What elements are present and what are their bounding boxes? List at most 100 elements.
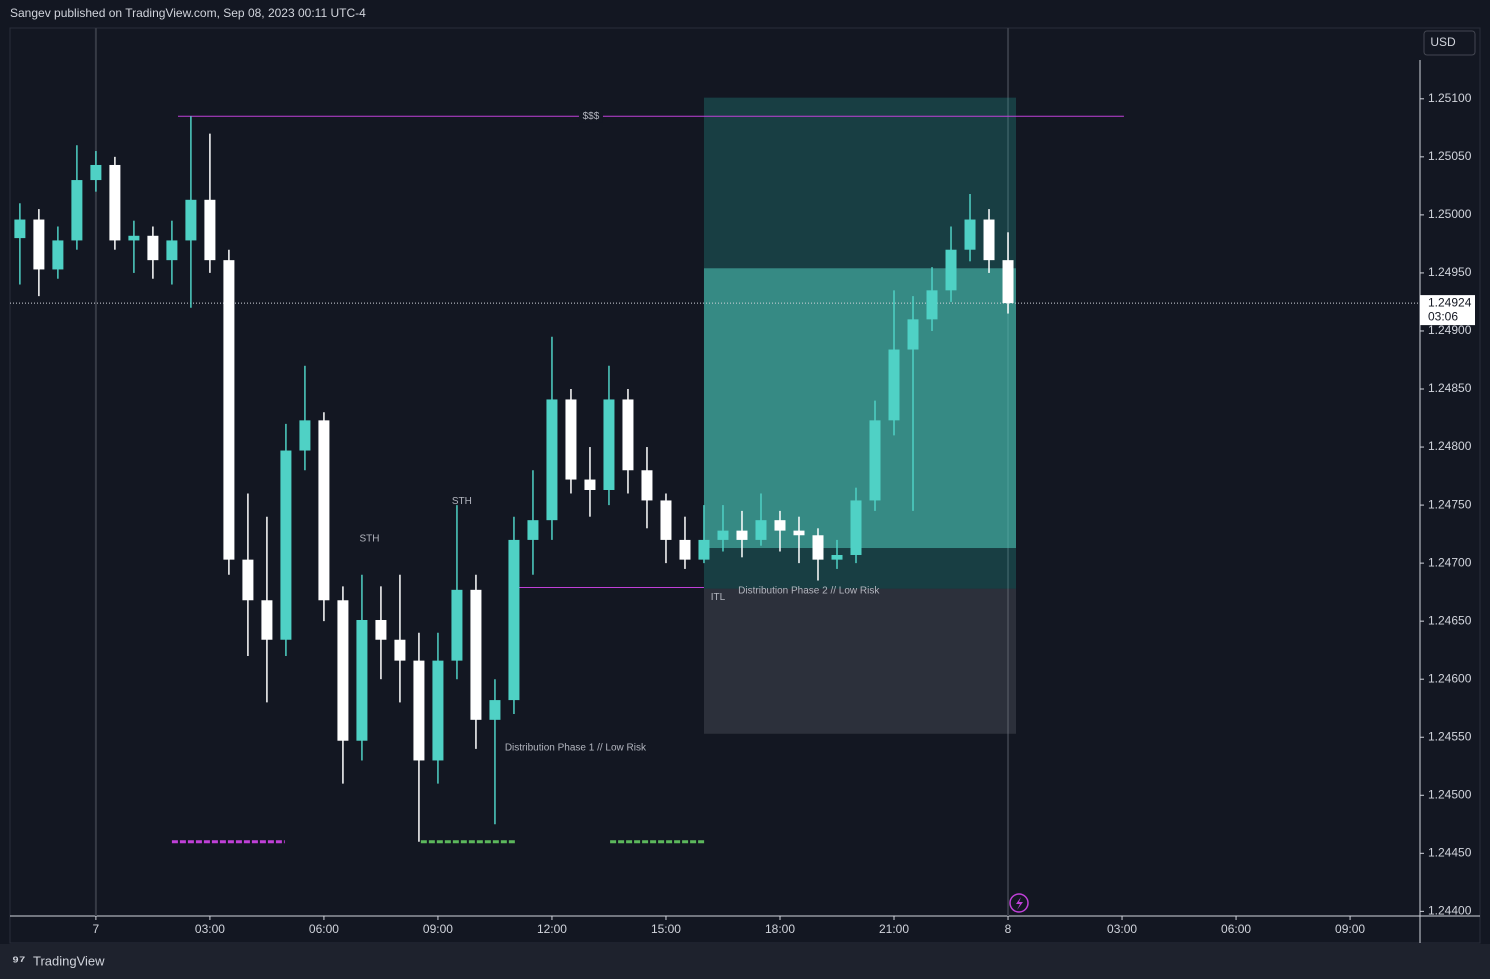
- candle-body: [603, 399, 615, 490]
- last-price-box: [1420, 295, 1475, 326]
- candle-body: [90, 164, 102, 181]
- x-tick-label: 06:00: [309, 922, 339, 936]
- candle-body: [698, 539, 710, 560]
- x-tick-label: 03:00: [195, 922, 225, 936]
- candle-body: [489, 700, 501, 720]
- countdown-label: 03:06: [1428, 309, 1458, 323]
- frame: [9, 27, 1481, 944]
- x-tick-label: 12:00: [537, 922, 567, 936]
- candle-body: [432, 660, 444, 761]
- candle-body: [299, 420, 311, 451]
- alert-icon[interactable]: [1009, 893, 1029, 913]
- y-tick-label: 1.24650: [1428, 613, 1472, 627]
- candle-body: [888, 349, 900, 421]
- candle-body: [109, 164, 121, 241]
- y-tick-label: 1.24450: [1428, 845, 1472, 859]
- candle-body: [71, 180, 83, 241]
- y-tick-label: 1.24600: [1428, 671, 1472, 685]
- candle-body: [14, 219, 26, 239]
- header: Sangev published on TradingView.com, Sep…: [10, 6, 366, 20]
- loss-zone: [703, 588, 1017, 734]
- level-label-bg: [578, 110, 603, 123]
- candle-body: [755, 520, 767, 540]
- annotation: Distribution Phase 1 // Low Risk: [505, 742, 647, 753]
- x-tick-label: 15:00: [651, 922, 681, 936]
- y-tick-label: 1.25000: [1428, 207, 1472, 221]
- annotation: STH: [452, 496, 472, 507]
- annotation: STH: [360, 533, 380, 544]
- candle-body: [166, 240, 178, 261]
- candle-body: [945, 249, 957, 291]
- candle-body: [584, 479, 596, 490]
- candle-body: [850, 500, 862, 555]
- y-tick-label: 1.24700: [1428, 555, 1472, 569]
- candle-body: [33, 219, 45, 270]
- candle-body: [318, 420, 330, 601]
- candle-body: [907, 319, 919, 350]
- x-tick-label: 09:00: [423, 922, 453, 936]
- candle-body: [261, 600, 273, 640]
- x-tick-label: 18:00: [765, 922, 795, 936]
- candle-body: [736, 530, 748, 540]
- candle-body: [812, 535, 824, 560]
- candle-body: [242, 559, 254, 601]
- candle-body: [470, 589, 482, 720]
- candle-body: [964, 219, 976, 250]
- candle-body: [679, 539, 691, 560]
- x-tick-label: 21:00: [879, 922, 909, 936]
- y-tick-label: 1.25050: [1428, 149, 1472, 163]
- candle-body: [546, 399, 558, 521]
- alert-bolt: [1016, 897, 1023, 910]
- candle-body: [1002, 260, 1014, 304]
- footer-bar: [0, 944, 1490, 979]
- last-price-label: 1.24924: [1428, 295, 1472, 309]
- candle-body: [660, 500, 672, 540]
- candle-body: [831, 554, 843, 560]
- candle-body: [52, 240, 64, 270]
- candle-body: [774, 520, 786, 531]
- y-tick-label: 1.24550: [1428, 729, 1472, 743]
- candle-body: [622, 399, 634, 471]
- y-tick-label: 1.24900: [1428, 323, 1472, 337]
- candle-body: [128, 235, 140, 241]
- y-tick-label: 1.24750: [1428, 497, 1472, 511]
- level-label: $$$: [583, 111, 600, 122]
- y-tick-label: 1.24800: [1428, 439, 1472, 453]
- candle-body: [185, 199, 197, 241]
- y-tick-label: 1.24500: [1428, 787, 1472, 801]
- x-tick-label: 06:00: [1221, 922, 1251, 936]
- candle-body: [223, 260, 235, 560]
- candle-body: [793, 530, 805, 536]
- candle-body: [147, 235, 159, 261]
- candle-body: [394, 639, 406, 661]
- candle-body: [280, 450, 292, 640]
- candle-body: [204, 199, 216, 261]
- candle-body: [983, 219, 995, 261]
- x-tick-label: 09:00: [1335, 922, 1365, 936]
- candle-body: [337, 600, 349, 741]
- logo-mark: ⁹⁷: [12, 953, 25, 970]
- y-tick-label: 1.25100: [1428, 91, 1472, 105]
- level-label: ITL: [711, 592, 726, 603]
- candle-body: [451, 589, 463, 661]
- y-tick-label: 1.24850: [1428, 381, 1472, 395]
- candle-body: [413, 660, 425, 761]
- candle-body: [926, 290, 938, 320]
- candle-body: [641, 470, 653, 501]
- candle-body: [527, 520, 539, 540]
- currency-box[interactable]: [1423, 30, 1476, 56]
- candle-body: [565, 399, 577, 480]
- candle-body: [508, 539, 520, 701]
- candle-body: [869, 420, 881, 501]
- candle-body: [375, 620, 387, 640]
- x-tick-label: 7: [93, 922, 100, 936]
- y-tick-label: 1.24400: [1428, 904, 1472, 918]
- candle-body: [717, 530, 729, 540]
- annotation: Distribution Phase 2 // Low Risk: [738, 586, 880, 597]
- currency[interactable]: USD: [1430, 35, 1456, 49]
- candle-body: [356, 620, 368, 741]
- y-tick-label: 1.24950: [1428, 265, 1472, 279]
- x-tick-label: 8: [1005, 922, 1012, 936]
